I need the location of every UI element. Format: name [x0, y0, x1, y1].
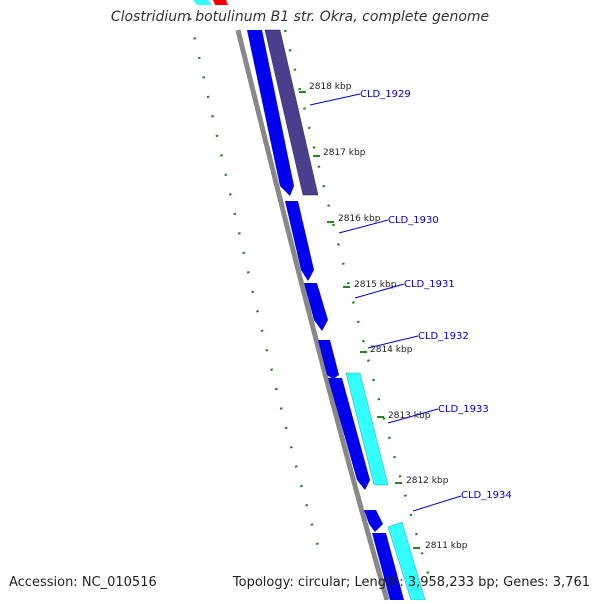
scale-label: 2813 kbp — [388, 411, 431, 421]
gene-label-connector — [412, 495, 462, 512]
gene-label-connector — [367, 335, 419, 349]
gene-label-connector — [309, 93, 361, 106]
map-title: Clostridium botulinum B1 str. Okra, comp… — [110, 9, 490, 25]
scale-label: 2818 kbp — [309, 82, 352, 92]
outer-tick-track — [283, 29, 432, 581]
scale-label: 2815 kbp — [354, 280, 397, 290]
scale-label: 2816 kbp — [338, 214, 381, 224]
gene-label-connector — [338, 219, 389, 234]
gene-label-connector — [387, 408, 439, 424]
gene-label-cld-1934[interactable]: CLD_1934 — [461, 490, 512, 501]
cds-forward-6 — [364, 510, 383, 532]
scale-label: 2814 kbp — [370, 345, 413, 355]
gene-label-cld-1931[interactable]: CLD_1931 — [404, 279, 455, 290]
cds-forward-2 — [285, 201, 314, 281]
cds-forward-1 — [247, 30, 294, 196]
cds-partial-cyan — [193, 0, 212, 5]
cds-forward-3 — [304, 283, 328, 331]
cds-partial-red — [213, 0, 228, 5]
accession-text: Accession: NC_010516 — [9, 575, 157, 590]
cds-forward-5 — [328, 378, 370, 490]
gene-label-cld-1933[interactable]: CLD_1933 — [438, 404, 489, 415]
cds-cld-1929 — [264, 29, 319, 196]
scale-label: 2811 kbp — [425, 541, 468, 551]
gene-label-connector — [354, 283, 405, 299]
gene-label-cld-1929[interactable]: CLD_1929 — [360, 89, 411, 100]
genome-backbone — [235, 29, 390, 601]
cds-forward-4 — [318, 340, 339, 379]
gene-label-cld-1932[interactable]: CLD_1932 — [418, 331, 469, 342]
gene-label-cld-1930[interactable]: CLD_1930 — [388, 215, 439, 226]
scale-label: 2817 kbp — [323, 148, 366, 158]
cds-cyan-1 — [345, 372, 389, 486]
cds-forward-7 — [372, 533, 404, 600]
genome-summary-text: Topology: circular; Length: 3,958,233 bp… — [232, 575, 590, 590]
scale-label: 2812 kbp — [406, 476, 449, 486]
